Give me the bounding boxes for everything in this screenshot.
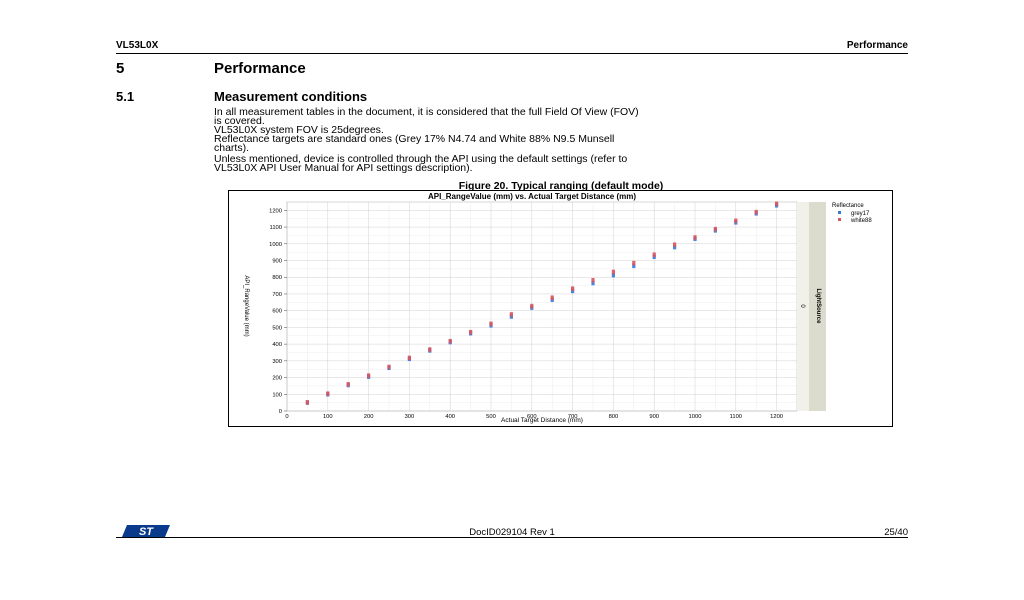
- data-point-white88: [469, 329, 473, 335]
- panel-strip: [809, 202, 826, 411]
- header-product: VL53L0X: [116, 40, 159, 51]
- y-tick-label: 1100: [270, 225, 282, 231]
- figure-caption: Figure 20. Typical ranging (default mode…: [458, 180, 664, 192]
- panel-strip-outer: [797, 202, 809, 411]
- y-axis-ticks: 0 100 200 300 400 500 600 700 800 900 1000 1100 1200: [269, 208, 287, 415]
- x-tick-label: 600: [527, 414, 537, 420]
- data-point-grey17: [571, 288, 575, 294]
- data-point-white88: [632, 260, 636, 266]
- legend-label-white88: white88: [850, 218, 872, 224]
- subsection-title: Measurement conditions: [214, 89, 368, 104]
- data-point-white88: [387, 364, 391, 370]
- x-tick-label: 300: [405, 414, 415, 420]
- header-rule: [116, 53, 908, 54]
- paragraph-measurement-conditions: In all measurement tables in the documen…: [214, 106, 908, 154]
- chart-title: API_RangeValue (mm) vs. Actual Target Di…: [428, 192, 636, 201]
- x-tick-label: 800: [609, 414, 619, 420]
- data-point-white88: [530, 303, 534, 309]
- footer-page-number: 25/40: [884, 527, 908, 538]
- x-axis-label: Actual Target Distance (mm): [501, 417, 583, 424]
- text-line: VL53L0X system FOV is 25degrees.: [214, 124, 384, 136]
- text-line: is covered.: [214, 115, 265, 127]
- data-point-grey17: [673, 244, 677, 250]
- data-point-white88: [713, 226, 717, 232]
- x-tick-label: 100: [323, 414, 333, 420]
- panel-strip-label: LightSource: [815, 288, 821, 324]
- x-tick-label: 200: [364, 414, 374, 420]
- data-point-white88: [673, 242, 677, 247]
- x-tick-label: 500: [486, 414, 496, 420]
- svg-text:ST: ST: [139, 526, 154, 538]
- panel-label: 0: [799, 304, 805, 308]
- legend-swatch-white88: [838, 218, 841, 221]
- y-tick-label: 700: [272, 292, 282, 298]
- data-points: [305, 201, 779, 405]
- data-point-white88: [489, 321, 493, 326]
- footer-doc-id: DocID029104 Rev 1: [469, 527, 555, 538]
- header-section: Performance: [846, 40, 908, 51]
- x-tick-label: 1100: [730, 414, 742, 420]
- x-axis-ticks: 0 100 200 300 400 500 600 700 800 900 1000 1100 1200: [285, 414, 783, 420]
- y-tick-label: 300: [272, 359, 282, 365]
- data-point-white88: [326, 391, 330, 396]
- data-point-white88: [305, 400, 309, 405]
- data-point-grey17: [591, 280, 595, 286]
- y-tick-label: 800: [272, 275, 282, 281]
- data-point-white88: [550, 295, 554, 300]
- data-point-white88: [775, 201, 779, 206]
- y-axis-label: API_RangeValue (mm): [243, 275, 249, 336]
- subsection-number: 5.1: [116, 89, 135, 104]
- y-tick-label: 900: [272, 259, 282, 265]
- legend-label-grey17: grey17: [851, 211, 870, 217]
- footer-rule: [116, 537, 908, 538]
- data-point-white88: [693, 235, 697, 240]
- section-number: 5: [116, 60, 125, 77]
- data-point-white88: [611, 269, 615, 275]
- x-tick-label: 700: [568, 414, 578, 420]
- figure-frame: 0 100 200 300 400 500 600 700 800 900 1000 1100 1200…: [228, 190, 893, 427]
- data-point-white88: [346, 382, 350, 387]
- y-tick-label: 500: [272, 325, 282, 331]
- y-tick-label: 600: [272, 309, 282, 315]
- data-point-grey17: [632, 263, 636, 269]
- paragraph-api-settings: Unless mentioned, device is controlled t…: [214, 153, 908, 174]
- data-point-white88: [734, 218, 738, 223]
- y-tick-label: 400: [272, 342, 282, 348]
- y-tick-label: 1200: [269, 208, 282, 214]
- data-point-white88: [448, 338, 452, 344]
- x-tick-label: 900: [649, 414, 659, 420]
- data-point-white88: [428, 347, 432, 352]
- ranging-chart: 0 100 200 300 400 500 600 700 800 900 1000 1100 1200…: [243, 192, 872, 424]
- text-line: VL53L0X API User Manual for API settings…: [214, 162, 473, 174]
- data-point-white88: [571, 286, 575, 291]
- st-logo: ST: [122, 525, 170, 538]
- legend-title: Reflectance: [832, 203, 864, 209]
- x-tick-label: 1000: [689, 414, 702, 420]
- data-point-white88: [754, 209, 758, 215]
- y-tick-label: 200: [272, 376, 282, 382]
- data-point-white88: [367, 373, 371, 378]
- y-tick-label: 100: [272, 392, 282, 398]
- data-point-white88: [591, 278, 595, 283]
- y-tick-label: 0: [279, 409, 282, 415]
- y-tick-label: 1000: [269, 242, 282, 248]
- section-title: Performance: [214, 60, 306, 77]
- data-point-white88: [509, 312, 513, 317]
- data-point-white88: [652, 252, 656, 257]
- text-line: Unless mentioned, device is controlled t…: [214, 153, 628, 165]
- text-line: In all measurement tables in the documen…: [214, 106, 639, 118]
- legend-swatch-grey17: [838, 211, 841, 214]
- x-tick-label: 400: [445, 414, 455, 420]
- text-line: charts).: [214, 142, 250, 154]
- plot-background: [286, 201, 798, 412]
- data-point-grey17: [611, 273, 615, 278]
- x-tick-label: 0: [285, 414, 288, 420]
- text-line: Reflectance targets are standard ones (G…: [214, 133, 615, 145]
- x-tick-label: 1200: [770, 414, 783, 420]
- data-point-white88: [407, 355, 411, 361]
